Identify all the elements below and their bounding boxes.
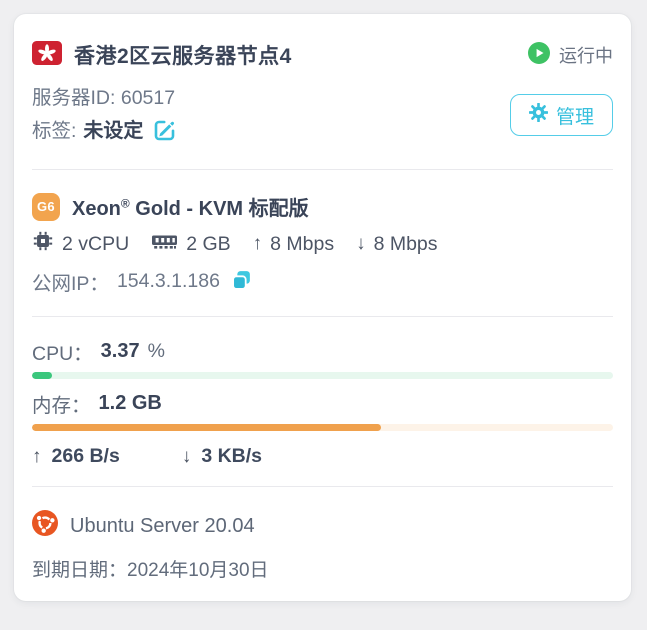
server-title: 香港2区云服务器节点4 [74,45,292,68]
net-download-arrow-icon: ↓ [181,445,192,467]
ubuntu-logo-icon [32,510,58,542]
cpu-usage-label: CPU： [32,343,93,365]
cpu-usage-value: 3.37 [100,340,140,362]
plan-name: Xeon® Gold - KVM 标配版 [72,192,309,221]
tag-line: 标签: 未设定 [32,118,177,145]
cpu-usage-unit: % [147,340,165,362]
hong-kong-flag-icon [32,40,62,70]
ip-label: 公网IP： [32,273,109,295]
memory-usage-label: 内存： [32,395,91,417]
upload-arrow-icon: ↑ [252,233,263,254]
divider [32,169,613,170]
network-speed-row: ↑ 266 B/s ↓ 3 KB/s [32,445,613,468]
registered-mark: ® [120,196,130,211]
tag-label: 标签: [32,120,77,142]
public-ip-row: 公网IP： 154.3.1.186 [32,267,613,296]
ram-spec: 2 GB [186,232,231,255]
ram-icon [151,231,178,257]
download-spec: 8 Mbps [373,232,438,255]
server-id-label: 服务器ID: [32,87,116,109]
download-arrow-icon: ↓ [356,233,366,254]
memory-progress-fill [32,424,381,431]
divider [32,486,613,487]
cpu-spec: 2 vCPU [62,232,130,255]
edit-pencil-icon [153,118,177,145]
memory-progress-bar [32,424,613,431]
card-header: 香港2区云服务器节点4 运行中 服务器ID: 60517 标 [32,14,613,169]
server-card: 香港2区云服务器节点4 运行中 服务器ID: 60517 标 [14,14,631,601]
specs-row: 2 vCPU 2 GB ↑ [32,230,613,258]
copy-ip-button[interactable] [230,269,253,295]
usage-section: CPU： 3.37 % 内存： 1.2 GB ↑ 266 B/s ↓ 3 KB/… [32,317,613,486]
edit-tag-button[interactable] [153,118,177,145]
server-id-line: 服务器ID: 60517 [32,85,177,112]
server-id-value: 60517 [120,87,176,109]
manage-button[interactable]: 管理 [509,94,613,136]
net-upload-value: 266 B/s [51,445,120,467]
gear-icon [528,102,549,128]
upload-spec: 8 Mbps [270,232,335,255]
footer-section: Ubuntu Server 20.04 到期日期： 2024年10月30日 [32,487,613,582]
ip-value: 154.3.1.186 [116,270,220,292]
copy-icon [230,269,253,295]
running-play-icon [528,41,550,69]
os-name: Ubuntu Server 20.04 [70,514,255,537]
memory-usage-value: 1.2 GB [98,392,162,414]
net-upload-arrow-icon: ↑ [32,445,42,467]
expiry-label: 到期日期： [32,560,128,581]
plan-name-base: Xeon [72,198,121,220]
expiry-row: 到期日期： 2024年10月30日 [32,555,613,582]
cpu-chip-icon [32,230,54,258]
status-label: 运行中 [559,46,613,66]
tag-value: 未设定 [83,120,144,142]
os-row: Ubuntu Server 20.04 [32,510,613,542]
plan-tier-badge: G6 [32,192,60,221]
plan-section: G6 Xeon® Gold - KVM 标配版 2 vCPU [32,170,613,316]
net-download-value: 3 KB/s [201,445,263,467]
memory-usage-row: 内存： 1.2 GB [32,389,613,418]
status-badge: 运行中 [528,41,613,69]
manage-label: 管理 [555,106,594,128]
divider [32,316,613,317]
expiry-value: 2024年10月30日 [127,560,269,581]
cpu-usage-row: CPU： 3.37 % [32,337,613,366]
cpu-progress-fill [32,372,52,379]
plan-name-rest: Gold - KVM 标配版 [129,198,309,220]
cpu-progress-bar [32,372,613,379]
